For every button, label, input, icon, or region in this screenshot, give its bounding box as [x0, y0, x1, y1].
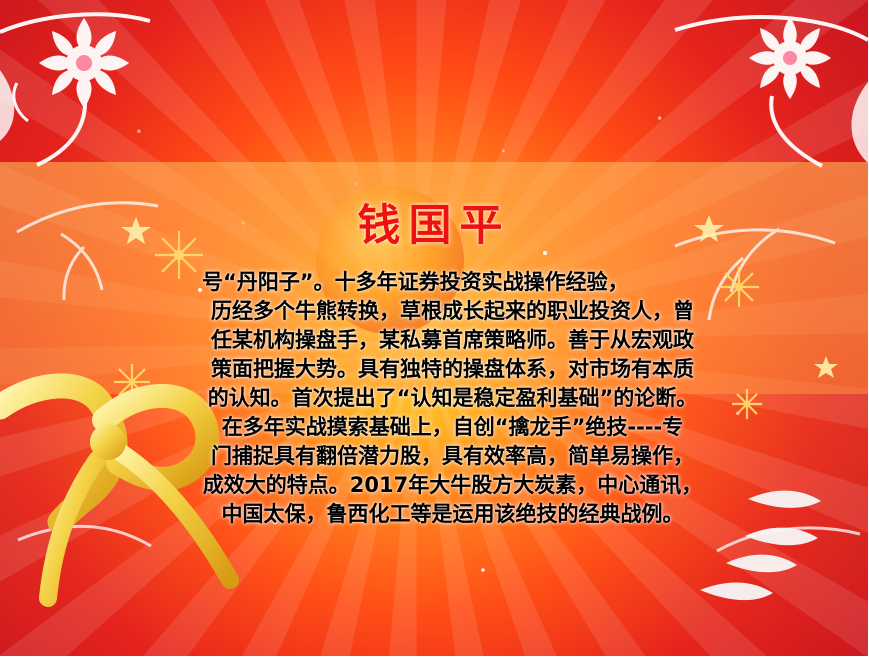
description-line-3: 任某机构操盘手，某私募首席策略师。善于从宏观政 [211, 328, 694, 352]
slide-title: 钱国平 [357, 201, 511, 251]
top-left-floral-corner [0, 0, 151, 167]
description-line-9: 中国太保，鲁西化工等是运用该绝技的经典战例。 [221, 502, 684, 526]
description-line-7: 门捕捉具有翻倍潜力股，具有效率高，简单易操作， [211, 444, 694, 468]
description-line-2: 历经多个牛熊转换，草根成长起来的职业投资人，曾 [211, 299, 694, 323]
description-line-6: 在多年实战摸索基础上，自创“擒龙手”绝技----专 [221, 415, 684, 439]
description-line-5: 的认知。首次提出了“认知是稳定盈利基础”的论断。 [207, 386, 698, 410]
description-line-8: 成效大的特点。2017年大牛股方大炭素，中心通讯， [202, 473, 703, 497]
profile-description: 号“丹阳子”。十多年证券投资实战操作经验， 历经多个牛熊转换，草根成长起来的职业… [170, 268, 735, 529]
description-line-1: 号“丹阳子”。十多年证券投资实战操作经验， [202, 270, 629, 294]
top-right-floral-corner [674, 0, 868, 168]
description-line-4: 策面把握大势。具有独特的操盘体系，对市场有本质 [211, 357, 694, 381]
